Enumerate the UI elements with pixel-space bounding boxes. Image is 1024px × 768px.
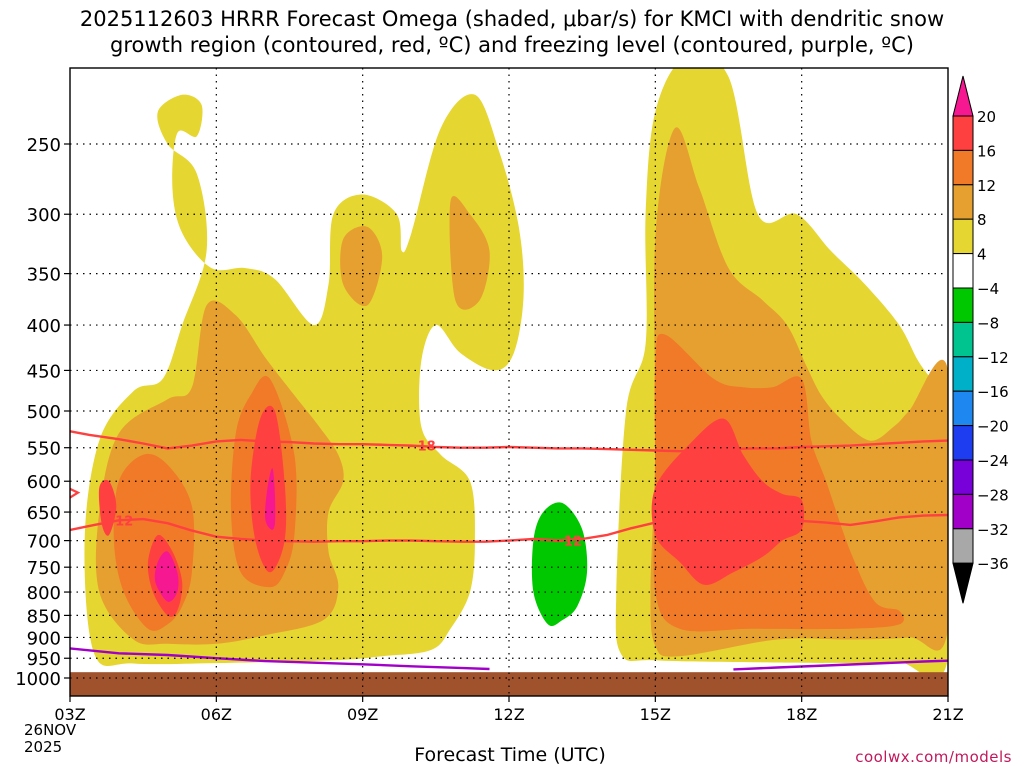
y-tick-label-750: 750 [27, 558, 61, 579]
init-year: 2025 [24, 738, 63, 756]
y-tick-label-700: 700 [27, 532, 61, 553]
y-tick-label-500: 500 [27, 402, 61, 423]
y-tick-label-650: 650 [27, 503, 61, 524]
colorbar-swatch-6 [952, 287, 974, 323]
contour-line-0 [70, 430, 948, 453]
contour-line-2 [70, 647, 490, 671]
colorbar-label-8: −16 [977, 383, 1009, 401]
x-axis-label: Forecast Time (UTC) [414, 744, 606, 766]
colorbar-label-1: 16 [977, 142, 996, 160]
colorbar-label-12: −32 [977, 521, 1009, 539]
colorbar-swatch-9 [952, 390, 974, 427]
x-tick-label-15: 15Z [640, 705, 671, 724]
y-tick-label-550: 550 [27, 439, 61, 460]
colorbar-label-0: 20 [977, 108, 996, 126]
watermark: coolwx.com/models [855, 748, 1012, 766]
omega-region-16-3 [651, 418, 805, 586]
init-date: 26NOV 2025 [24, 722, 76, 756]
colorbar-swatch-4 [952, 218, 974, 255]
colorbar-swatch-12 [952, 493, 974, 530]
contour-edge-ring [70, 487, 81, 499]
contour-label-2: −12 [553, 535, 582, 550]
colorbar-swatch-5 [952, 253, 974, 289]
colorbar-swatch-11 [952, 459, 974, 495]
colorbar-label-6: −8 [977, 314, 999, 332]
colorbar-bottom-arrow [952, 562, 974, 604]
colorbar-label-2: 12 [977, 177, 996, 195]
colorbar-label-7: −12 [977, 349, 1009, 367]
colorbar-swatch-1 [952, 115, 974, 151]
y-tick-label-300: 300 [27, 205, 61, 226]
omega-region-neg4-0 [531, 502, 588, 627]
x-tick-label-3: 03Z [54, 705, 85, 724]
contour-label-1: −12 [104, 514, 133, 529]
x-tick-label-9: 09Z [347, 705, 378, 724]
colorbar-label-13: −36 [977, 555, 1009, 573]
x-tick-label-12: 12Z [493, 705, 524, 724]
x-tick-label-18: 18Z [786, 705, 817, 724]
colorbar-label-3: 8 [977, 211, 987, 229]
colorbar-label-11: −28 [977, 486, 1009, 504]
y-tick-label-800: 800 [27, 583, 61, 604]
colorbar-label-5: −4 [977, 280, 999, 298]
colorbar-swatch-10 [952, 425, 974, 461]
colorbar-top-arrow [952, 75, 974, 117]
colorbar-swatch-7 [952, 321, 974, 358]
colorbar-swatch-3 [952, 184, 974, 220]
colorbar-label-4: 4 [977, 246, 987, 264]
omega-region-8-1 [340, 226, 383, 307]
y-tick-label-950: 950 [27, 649, 61, 670]
y-tick-label-1000: 1000 [15, 669, 61, 690]
colorbar-swatch-8 [952, 356, 974, 392]
y-tick-label-250: 250 [27, 135, 61, 156]
omega-region-20-0 [264, 468, 276, 530]
colorbar-swatch-13 [952, 528, 974, 564]
y-tick-label-400: 400 [27, 316, 61, 337]
y-tick-label-900: 900 [27, 628, 61, 649]
chart-title: 2025112603 HRRR Forecast Omega (shaded, … [79, 7, 945, 57]
omega-region-20-1 [154, 551, 179, 602]
y-tick-label-450: 450 [27, 361, 61, 382]
x-tick-label-21: 21Z [932, 705, 963, 724]
colorbar-label-9: −20 [977, 418, 1009, 436]
x-tick-label-6: 06Z [201, 705, 232, 724]
contour-line-3 [733, 659, 948, 671]
omega-region-8-2 [449, 195, 490, 310]
y-tick-label-600: 600 [27, 472, 61, 493]
y-tick-label-350: 350 [27, 265, 61, 286]
init-day: 26NOV [24, 721, 77, 739]
colorbar-label-10: −24 [977, 452, 1009, 470]
terrain-fill [70, 672, 948, 696]
y-tick-label-850: 850 [27, 606, 61, 627]
colorbar-swatch-2 [952, 149, 974, 186]
contour-label-0: −18 [407, 440, 436, 455]
